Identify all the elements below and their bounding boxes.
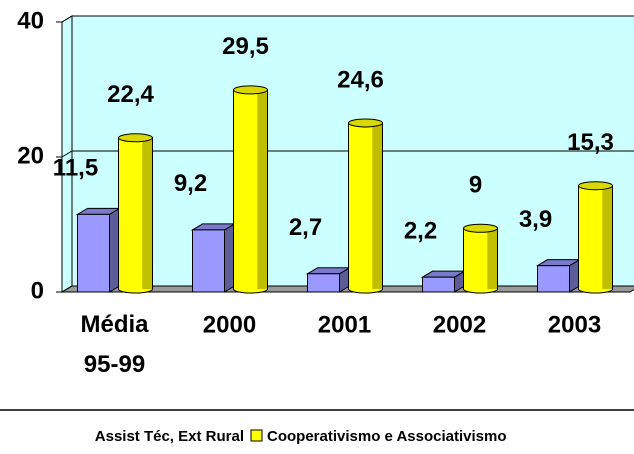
bar [305,266,352,293]
bar [535,258,582,293]
bar-front [77,213,110,293]
bar-shade [257,89,268,289]
value-label: 2,7 [289,214,322,241]
value-label: 2,2 [404,217,437,244]
bar-shade [487,228,498,289]
legend-swatch [250,429,263,442]
bar [348,118,383,294]
value-label: 9 [469,172,482,199]
bar-front [192,229,225,293]
bar [75,207,122,293]
bar-front [422,276,455,293]
y-tick-label: 20 [17,142,44,169]
bar [190,223,237,293]
bar [463,223,498,294]
bar [578,181,613,294]
bar-front [307,273,340,293]
bar-top [118,133,153,143]
value-label: 3,9 [519,206,552,233]
value-label: 29,5 [222,33,269,60]
bar-top [463,223,498,233]
bar-shade [372,122,383,289]
bar-front [537,265,570,293]
bar-top [578,181,613,191]
legend-label: Cooperativismo e Associativismo [267,428,507,445]
x-tick-label: 2002 [433,311,486,338]
x-tick-label: Média 95-99 [80,311,149,378]
bar [420,270,467,293]
value-label: 15,3 [567,129,614,156]
bar-shade [142,137,153,289]
bar-shade [602,185,613,289]
grid-line [61,150,634,158]
legend-label: Assist Téc, Ext Rural [95,428,244,445]
x-tick-label: 2000 [203,311,256,338]
grid-line [61,15,634,23]
x-tick-label: 2003 [548,311,601,338]
x-tick-label: 2001 [318,311,371,338]
bar [233,85,268,294]
bar [118,133,153,294]
value-label: 24,6 [337,66,384,93]
bar-top [233,85,268,95]
value-label: 9,2 [174,170,207,197]
bar-top [348,118,383,128]
y-tick-label: 40 [17,7,44,34]
y-tick-label: 0 [31,277,44,304]
value-label: 11,5 [53,155,98,182]
value-label: 22,4 [107,81,154,108]
